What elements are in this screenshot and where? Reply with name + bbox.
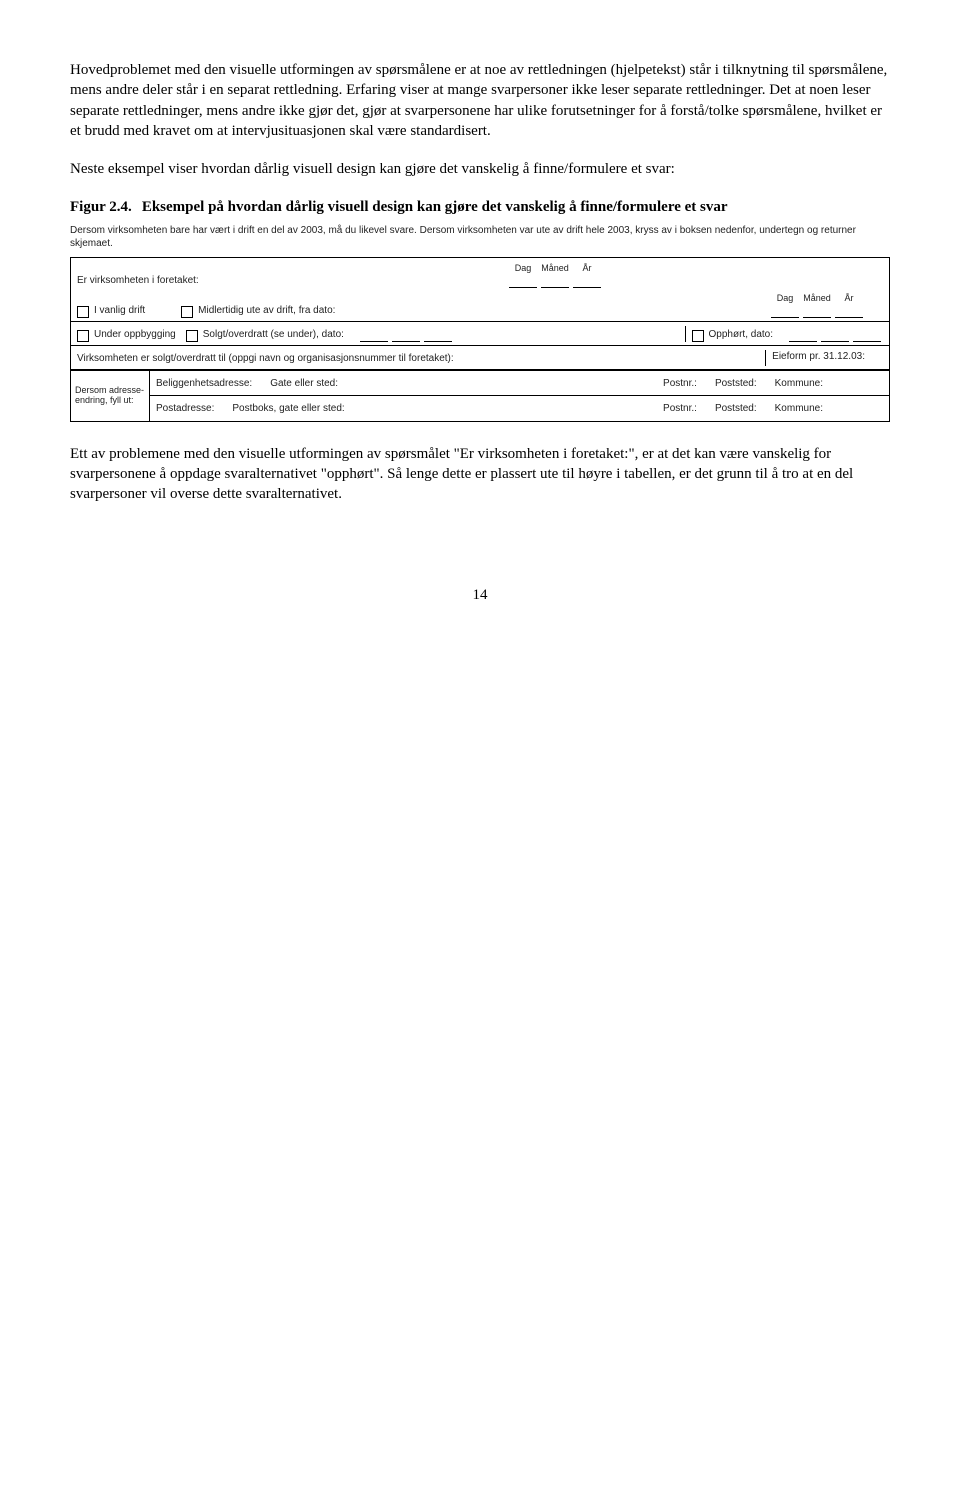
paragraph-3: Ett av problemene med den visuelle utfor…: [70, 444, 890, 505]
postadresse-label: Postadresse:: [156, 402, 232, 416]
checkbox-midlertidig[interactable]: [181, 306, 193, 318]
question-label: Er virksomheten i foretaket:: [77, 274, 199, 288]
page-number: 14: [70, 585, 890, 605]
figure-number: Figur 2.4.: [70, 197, 142, 217]
hdr-ar: År: [583, 262, 592, 274]
postnr-label-2: Postnr.:: [663, 402, 715, 416]
field-solgt-ar[interactable]: [424, 329, 452, 342]
field-ar-2[interactable]: [835, 305, 863, 318]
checkbox-vanlig-drift[interactable]: [77, 306, 89, 318]
field-dag-2[interactable]: [771, 305, 799, 318]
opt-midlertidig: Midlertidig ute av drift, fra dato:: [198, 304, 335, 318]
hdr-dag: Dag: [515, 262, 532, 274]
opt-under-oppbygging: Under oppbygging: [94, 328, 176, 342]
hdr-dag-2: Dag: [777, 292, 794, 304]
gate-label: Gate eller sted:: [270, 377, 663, 391]
checkbox-opphort[interactable]: [692, 330, 704, 342]
form-caption: Dersom virksomheten bare har vært i drif…: [70, 224, 890, 251]
orgnr-label: Virksomheten er solgt/overdratt til (opp…: [77, 352, 454, 366]
hdr-ar-2: År: [845, 292, 854, 304]
opt-vanlig-drift: I vanlig drift: [94, 304, 145, 318]
beliggenhet-label: Beliggenhetsadresse:: [156, 377, 270, 391]
field-maned-1[interactable]: [541, 275, 569, 288]
figure-label: Figur 2.4. Eksempel på hvordan dårlig vi…: [70, 197, 890, 217]
form-example: Er virksomheten i foretaket: Dag Måned Å…: [70, 257, 890, 422]
hdr-maned: Måned: [541, 262, 569, 274]
poststed-label-1: Poststed:: [715, 377, 775, 391]
kommune-label-2: Kommune:: [775, 402, 883, 416]
checkbox-solgt[interactable]: [186, 330, 198, 342]
opt-solgt: Solgt/overdratt (se under), dato:: [203, 328, 344, 342]
paragraph-2: Neste eksempel viser hvordan dårlig visu…: [70, 159, 890, 179]
addr-left-label: Dersom adresse-endring, fyll ut:: [71, 371, 150, 421]
field-opph-ar[interactable]: [853, 329, 881, 342]
kommune-label-1: Kommune:: [775, 377, 883, 391]
field-maned-2[interactable]: [803, 305, 831, 318]
eieform-label: Eieform pr. 31.12.03:: [772, 350, 865, 364]
opt-opphort: Opphørt, dato:: [709, 328, 773, 342]
hdr-maned-2: Måned: [803, 292, 831, 304]
field-solgt-maned[interactable]: [392, 329, 420, 342]
poststed-label-2: Poststed:: [715, 402, 775, 416]
paragraph-1: Hovedproblemet med den visuelle utformin…: [70, 60, 890, 141]
checkbox-under-oppbygging[interactable]: [77, 330, 89, 342]
field-opph-dag[interactable]: [789, 329, 817, 342]
postboks-label: Postboks, gate eller sted:: [232, 402, 663, 416]
field-solgt-dag[interactable]: [360, 329, 388, 342]
field-ar-1[interactable]: [573, 275, 601, 288]
field-opph-maned[interactable]: [821, 329, 849, 342]
field-dag-1[interactable]: [509, 275, 537, 288]
postnr-label-1: Postnr.:: [663, 377, 715, 391]
figure-title: Eksempel på hvordan dårlig visuell desig…: [142, 197, 890, 217]
